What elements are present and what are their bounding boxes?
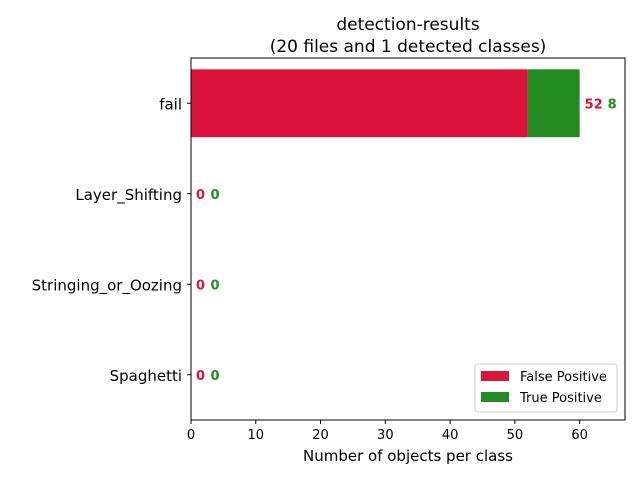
- x-tick-label: 0: [187, 428, 195, 443]
- data-labels-group: 52 80 00 00 0: [196, 97, 617, 384]
- bar-fail-false-positive: [191, 69, 528, 138]
- data-label-Layer_Shifting-false-positive: 0: [196, 188, 205, 203]
- data-label-Layer_Shifting-true-positive: 0: [211, 188, 220, 203]
- bars-group: [191, 69, 580, 138]
- legend: False Positive True Positive: [474, 363, 618, 413]
- chart-title-line2: (20 files and 1 detected classes): [270, 37, 547, 57]
- x-axis-label: Number of objects per class: [303, 447, 513, 465]
- bar-fail-true-positive: [527, 69, 580, 138]
- x-tick-label: 40: [442, 428, 459, 443]
- legend-swatch-false-positive: [481, 371, 509, 381]
- x-tick-label: 30: [377, 428, 394, 443]
- data-label-Stringing_or_Oozing-true-positive: 0: [211, 278, 220, 293]
- legend-label-false-positive: False Positive: [520, 370, 607, 385]
- x-tick-label: 50: [507, 428, 524, 443]
- x-tick-label: 20: [312, 428, 329, 443]
- y-tick-label: Layer_Shifting: [75, 186, 182, 205]
- data-label-fail-true-positive: 8: [608, 97, 617, 112]
- chart-title-line1: detection-results: [336, 15, 480, 35]
- y-tick-label: fail: [159, 95, 182, 113]
- data-label-fail-false-positive: 52: [585, 97, 603, 112]
- data-label-Stringing_or_Oozing-false-positive: 0: [196, 278, 205, 293]
- legend-label-true-positive: True Positive: [519, 391, 602, 406]
- data-label-Spaghetti-true-positive: 0: [211, 369, 220, 384]
- x-axis: 0 10 20 30 40 50 60: [187, 420, 588, 443]
- plot-frame: [190, 57, 626, 421]
- y-tick-label: Spaghetti: [110, 367, 182, 385]
- legend-box: [474, 363, 618, 413]
- y-axis: fail Layer_Shifting Stringing_or_Oozing Spa…: [32, 95, 191, 385]
- data-label-Spaghetti-false-positive: 0: [196, 369, 205, 384]
- legend-swatch-true-positive: [481, 392, 509, 402]
- y-tick-label: Stringing_or_Oozing: [32, 276, 182, 295]
- x-tick-label: 60: [571, 428, 588, 443]
- x-tick-label: 10: [248, 428, 265, 443]
